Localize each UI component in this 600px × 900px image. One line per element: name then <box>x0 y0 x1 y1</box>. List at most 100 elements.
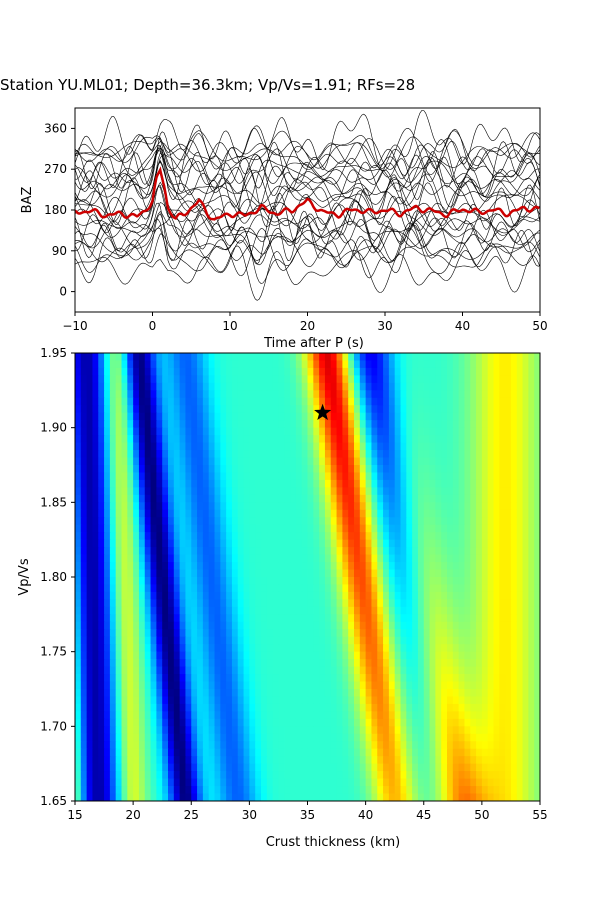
heatmap-cell <box>476 599 483 608</box>
heatmap-cell <box>487 786 495 795</box>
heatmap-cell <box>354 711 361 720</box>
heatmap-cell <box>400 390 407 399</box>
heatmap-cell <box>505 689 512 698</box>
heatmap-cell <box>173 629 181 638</box>
heatmap-cell <box>476 554 483 563</box>
heatmap-cell <box>487 547 495 556</box>
heatmap-cell <box>452 659 460 668</box>
heatmap-cell <box>226 629 233 638</box>
heatmap-cell <box>528 405 535 414</box>
heatmap-cell <box>284 420 291 429</box>
heatmap-cell <box>191 479 198 488</box>
heatmap-cell <box>441 450 448 459</box>
heatmap-cell <box>435 629 442 638</box>
heatmap-cell <box>255 502 262 511</box>
heatmap-cell <box>138 606 146 615</box>
heatmap-cell <box>365 793 373 801</box>
heatmap-cell <box>208 390 216 399</box>
heatmap-cell <box>441 539 448 548</box>
heatmap-cell <box>342 733 349 742</box>
heatmap-cell <box>330 778 338 787</box>
heatmap-cell <box>220 733 227 742</box>
heatmap-cell <box>330 726 338 735</box>
heatmap-cell <box>481 644 489 653</box>
heatmap-cell <box>354 517 361 526</box>
heatmap-cell <box>255 718 262 727</box>
heatmap-cell <box>371 524 378 533</box>
heatmap-cell <box>249 494 256 503</box>
heatmap-cell <box>138 502 146 511</box>
heatmap-cell <box>301 562 309 571</box>
heatmap-cell <box>80 547 88 556</box>
heatmap-cell <box>272 763 280 772</box>
heatmap-cell <box>92 367 99 376</box>
heatmap-cell <box>417 726 425 735</box>
heatmap-cell <box>505 360 512 369</box>
heatmap-cell <box>307 472 314 481</box>
heatmap-cell <box>168 382 175 391</box>
heatmap-cell <box>522 674 529 683</box>
heatmap-cell <box>138 494 146 503</box>
heatmap-cell <box>487 674 495 683</box>
heatmap-cell <box>505 636 512 645</box>
heatmap-cell <box>476 696 483 705</box>
heatmap-cell <box>290 621 297 630</box>
heatmap-cell <box>104 517 111 526</box>
heatmap-cell <box>168 367 175 376</box>
heatmap-cell <box>516 502 524 511</box>
heatmap-cell <box>104 465 111 474</box>
heatmap-cell <box>98 360 105 369</box>
heatmap-cell <box>208 696 216 705</box>
heatmap-cell <box>266 397 274 406</box>
heatmap-cell <box>261 494 268 503</box>
heatmap-cell <box>104 562 111 571</box>
heatmap-cell <box>417 711 425 720</box>
heatmap-cell <box>138 711 146 720</box>
heatmap-cell <box>470 547 477 556</box>
heatmap-cell <box>516 539 524 548</box>
heatmap-cell <box>307 763 314 772</box>
heatmap-cell <box>220 427 227 436</box>
heatmap-cell <box>464 472 471 481</box>
heatmap-cell <box>80 651 88 660</box>
heatmap-cell <box>92 502 99 511</box>
heatmap-cell <box>231 472 239 481</box>
heatmap-cell <box>191 360 198 369</box>
heatmap-cell <box>359 457 367 466</box>
heatmap-cell <box>261 703 268 712</box>
heatmap-cell <box>301 435 309 444</box>
heatmap-cell <box>115 562 123 571</box>
heatmap-cell <box>80 427 88 436</box>
heatmap-cell <box>412 606 419 615</box>
heatmap-cell <box>342 763 349 772</box>
heatmap-cell <box>115 659 123 668</box>
heatmap-cell <box>412 382 419 391</box>
heatmap-cell <box>168 412 175 421</box>
heatmap-cell <box>208 360 216 369</box>
heatmap-cell <box>261 763 268 772</box>
heatmap-cell <box>156 457 163 466</box>
heatmap-cell <box>86 741 94 750</box>
heatmap-cell <box>330 629 338 638</box>
heatmap-cell <box>330 509 338 518</box>
heatmap-cell <box>377 614 384 623</box>
rf-trace-line <box>75 141 540 200</box>
heatmap-cell <box>354 786 361 795</box>
heatmap-cell <box>127 786 134 795</box>
heatmap-cell <box>202 763 210 772</box>
heatmap-cell <box>499 786 506 795</box>
heatmap-cell <box>86 771 94 780</box>
heatmap-cell <box>476 382 483 391</box>
heatmap-cell <box>197 651 204 660</box>
heatmap-cell <box>394 577 402 586</box>
heatmap-cell <box>330 487 338 496</box>
heatmap-cell <box>197 778 204 787</box>
heatmap-cell <box>80 763 88 772</box>
heatmap-cell <box>133 614 140 623</box>
heatmap-cell <box>284 786 291 795</box>
heatmap-cell <box>429 450 436 459</box>
heatmap-cell <box>214 509 221 518</box>
heatmap-cell <box>237 450 245 459</box>
heatmap-cell <box>342 375 349 384</box>
heatmap-cell <box>185 375 192 384</box>
